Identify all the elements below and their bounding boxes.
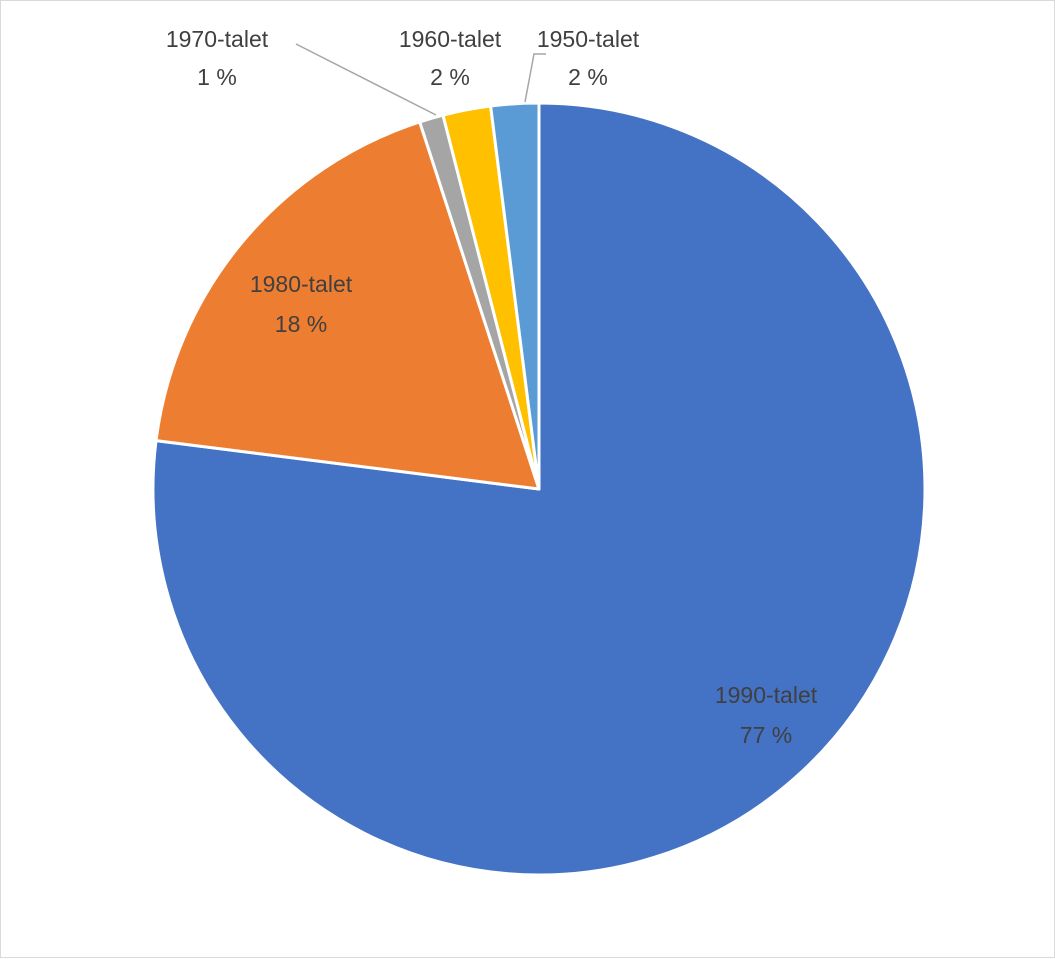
data-label-category: 1990-talet (715, 682, 818, 708)
pie-slice-1950-talet (489, 101, 541, 491)
data-label-category: 1970-talet (166, 26, 269, 52)
data-label-value: 1 % (197, 64, 237, 90)
data-label-value: 77 % (740, 722, 792, 748)
leader-line-1950-talet (524, 53, 546, 103)
data-label-category: 1950-talet (537, 26, 640, 52)
data-label-value: 18 % (275, 311, 327, 337)
data-label-value: 2 % (430, 64, 470, 90)
data-label-category: 1980-talet (250, 271, 353, 297)
pie-slice-1980-talet (154, 120, 541, 491)
pie-slices (151, 101, 927, 877)
leader-line-1970-talet (295, 43, 437, 116)
leader-lines (295, 43, 546, 116)
data-label-value: 2 % (568, 64, 608, 90)
pie-slice-1990-talet (151, 101, 927, 877)
data-labels: 1990-talet 77 % 1980-talet 18 % 1970-talet 1 … (166, 26, 818, 748)
data-label-category: 1960-talet (399, 26, 502, 52)
